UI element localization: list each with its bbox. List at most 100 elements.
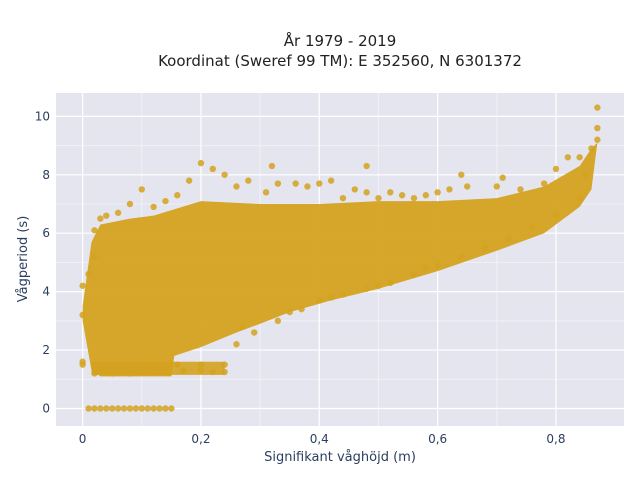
data-point (458, 171, 465, 178)
data-point (120, 405, 128, 412)
data-point (387, 189, 394, 196)
y-tick-label: 6 (42, 226, 50, 240)
data-point (103, 405, 110, 412)
data-point (126, 200, 134, 208)
data-point (144, 368, 151, 376)
data-point (251, 329, 258, 336)
data-point (233, 183, 240, 190)
data-point (339, 291, 347, 298)
data-point (298, 305, 305, 313)
data-point (150, 361, 157, 368)
y-tick-label: 2 (42, 343, 50, 357)
data-point (233, 341, 240, 348)
data-point (114, 209, 122, 216)
data-point (327, 294, 335, 301)
data-point (493, 183, 500, 190)
y-tick-label: 0 (42, 401, 50, 415)
data-point (221, 171, 228, 178)
x-tick-label: 0 (79, 432, 87, 446)
data-point (552, 212, 560, 219)
data-point (209, 368, 216, 376)
data-point (363, 162, 370, 170)
data-point (79, 361, 86, 368)
y-axis-title: Vågperiod (s) (16, 216, 31, 303)
y-tick-label: 10 (35, 109, 50, 123)
data-point (410, 270, 418, 278)
data-point (564, 154, 571, 161)
data-point (103, 212, 110, 219)
data-point (351, 186, 358, 193)
data-point (327, 177, 335, 184)
data-point (185, 177, 193, 184)
x-axis-title: Signifikant våghöjd (m) (264, 450, 416, 465)
data-point (79, 282, 86, 289)
data-point (481, 244, 489, 252)
data-point (339, 194, 347, 202)
data-point (114, 405, 122, 412)
y-tick-label: 8 (42, 168, 50, 182)
data-point (292, 180, 299, 187)
data-point (97, 215, 104, 222)
data-point (197, 361, 205, 368)
data-point (576, 194, 583, 202)
data-point (274, 317, 282, 325)
data-point (126, 370, 134, 377)
data-point (268, 162, 276, 170)
data-point (79, 311, 86, 319)
data-point (239, 323, 246, 330)
data-point (594, 136, 601, 143)
data-point (576, 154, 583, 161)
y-tick-label: 4 (42, 285, 50, 299)
data-point (464, 183, 471, 190)
data-point (91, 405, 98, 412)
data-point (197, 367, 205, 374)
data-point (197, 159, 205, 167)
data-point (552, 165, 560, 173)
data-point (434, 189, 441, 196)
data-point (162, 367, 169, 374)
data-point (274, 180, 282, 187)
x-tick-label: 0,4 (310, 432, 329, 446)
data-point (132, 405, 140, 412)
data-point (375, 282, 382, 289)
data-point (458, 253, 465, 260)
data-point (156, 405, 163, 412)
data-point (422, 192, 429, 199)
data-point (168, 405, 175, 412)
data-point (446, 186, 453, 193)
data-point (209, 165, 216, 173)
data-point (410, 194, 418, 202)
data-point (85, 405, 92, 412)
data-point (594, 104, 601, 111)
data-point (375, 194, 382, 202)
data-point (505, 235, 512, 243)
data-point (540, 180, 548, 187)
data-point (363, 285, 370, 292)
x-tick-label: 0,8 (546, 432, 565, 446)
data-point (126, 405, 134, 412)
point-cloud-strip (91, 361, 225, 375)
point-cloud-band (82, 142, 598, 377)
data-point (517, 186, 524, 193)
data-point (174, 361, 181, 368)
data-point (180, 367, 187, 374)
data-point (582, 171, 589, 178)
data-point (91, 227, 98, 234)
data-point (91, 253, 98, 260)
data-point (174, 192, 181, 199)
data-point (316, 180, 323, 187)
data-point (499, 174, 506, 181)
data-point (85, 270, 92, 278)
data-point (150, 405, 157, 412)
data-point (262, 189, 270, 196)
data-point (91, 370, 98, 377)
data-point (434, 262, 441, 269)
data-point (162, 405, 169, 412)
data-points (79, 104, 601, 412)
data-point (316, 297, 323, 304)
data-point (363, 189, 370, 196)
x-tick-label: 0,2 (191, 432, 210, 446)
data-point (109, 370, 116, 377)
